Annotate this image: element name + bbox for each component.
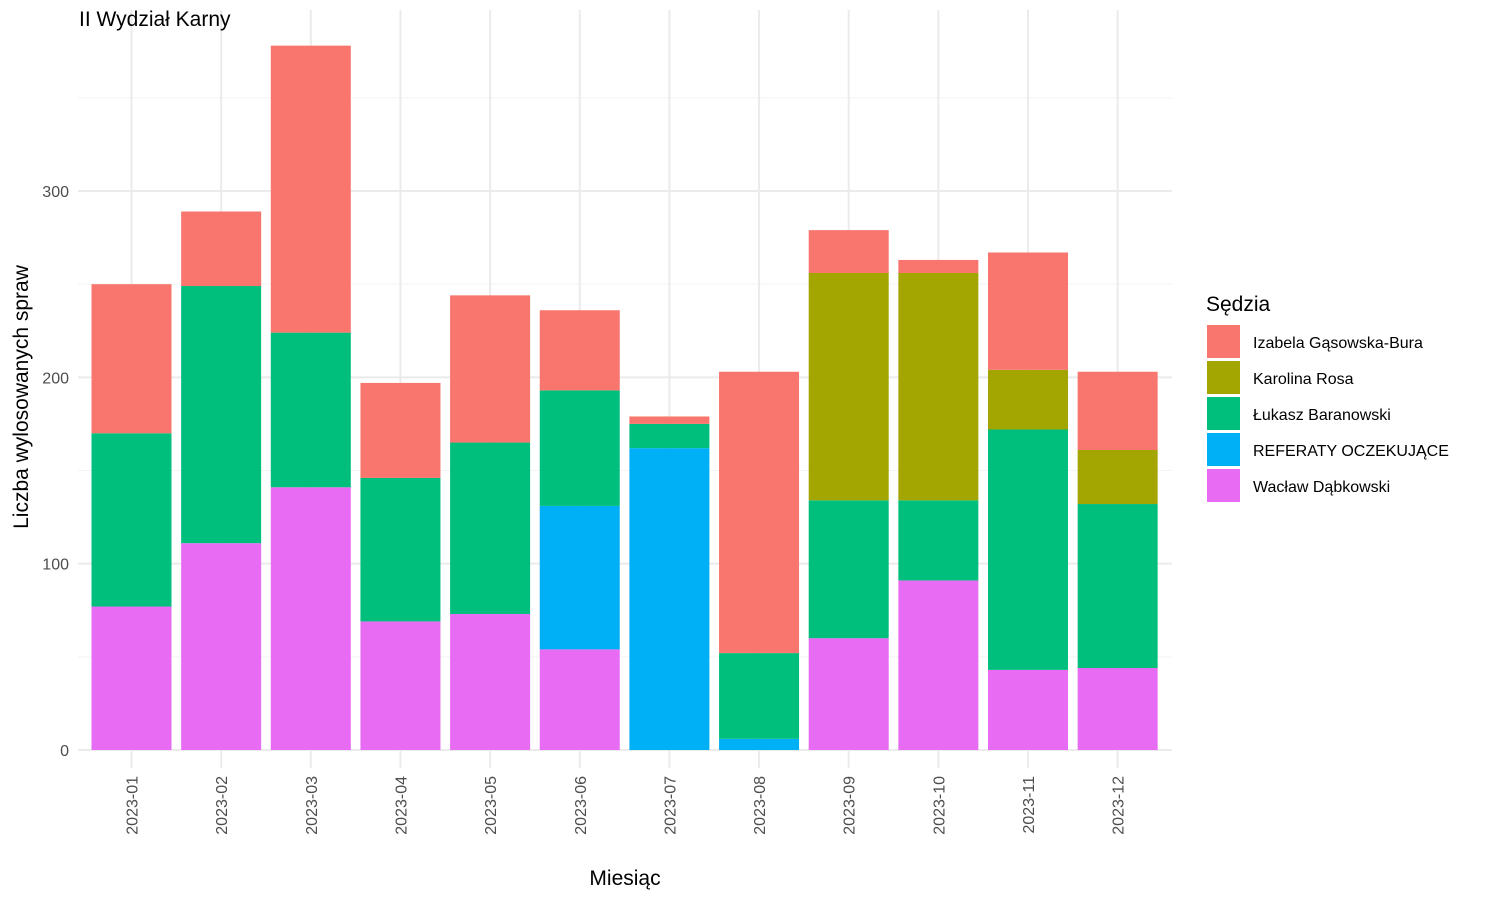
legend-label: Wacław Dąbkowski xyxy=(1253,479,1390,496)
y-tick-label: 100 xyxy=(42,557,69,574)
bar-segment xyxy=(988,669,1068,750)
y-tick-label: 200 xyxy=(42,370,69,387)
bar-segment xyxy=(270,45,351,333)
bar-segment xyxy=(898,272,979,501)
bar-segment xyxy=(270,487,351,750)
bar-segment xyxy=(539,390,620,506)
legend-swatch xyxy=(1207,469,1240,502)
x-tick-label: 2023-07 xyxy=(662,776,679,835)
bar-segment xyxy=(450,613,531,750)
x-tick-label: 2023-09 xyxy=(842,776,859,835)
bar-segment xyxy=(1077,371,1158,451)
bar-segment xyxy=(181,211,262,287)
bar-segment xyxy=(360,477,441,622)
y-tick-label: 0 xyxy=(60,743,69,760)
bar-segment xyxy=(539,310,620,391)
bar-segment xyxy=(629,423,710,449)
legend-swatch xyxy=(1207,325,1240,358)
bars xyxy=(91,45,1158,750)
bar-segment xyxy=(91,284,172,434)
bar-segment xyxy=(808,500,889,639)
legend-label: Izabela Gąsowska-Bura xyxy=(1253,335,1423,352)
bar-segment xyxy=(539,649,620,750)
x-tick-label: 2023-03 xyxy=(304,776,321,835)
x-tick-label: 2023-05 xyxy=(483,776,500,835)
bar-segment xyxy=(1077,450,1158,505)
y-axis-title: Liczba wylosowanych spraw xyxy=(10,264,33,529)
chart-title: II Wydział Karny xyxy=(79,8,231,31)
bar-segment xyxy=(988,429,1068,670)
legend-label: Łukasz Baranowski xyxy=(1253,407,1391,424)
bar-segment xyxy=(91,433,172,607)
bar-segment xyxy=(719,371,800,654)
bar-segment xyxy=(450,442,531,614)
bar-segment xyxy=(181,286,262,544)
bar-segment xyxy=(808,230,889,273)
y-tick-label: 300 xyxy=(42,184,69,201)
bar-segment xyxy=(1077,668,1158,750)
bar-segment xyxy=(808,638,889,750)
legend: Sędzia Izabela Gąsowska-Bura Karolina Ros… xyxy=(1206,293,1449,502)
bar-segment xyxy=(898,500,979,581)
bar-segment xyxy=(181,543,262,750)
bar-segment xyxy=(1077,504,1158,669)
bar-segment xyxy=(719,738,800,750)
bar-segment xyxy=(91,606,172,750)
legend-label: Karolina Rosa xyxy=(1253,371,1354,388)
bar-segment xyxy=(270,332,351,488)
bar-segment xyxy=(629,448,710,750)
bar-segment xyxy=(988,252,1068,370)
x-tick-label: 2023-04 xyxy=(393,776,410,835)
bar-segment xyxy=(629,416,710,424)
x-tick-label: 2023-10 xyxy=(931,776,948,835)
bar-segment xyxy=(360,382,441,478)
bar-segment xyxy=(450,295,531,443)
bar-segment xyxy=(898,259,979,273)
bar-segment xyxy=(808,272,889,501)
x-axis-ticks: 2023-01 2023-02 2023-03 2023-04 2023-05 2023-… xyxy=(125,776,1128,835)
legend-label: REFERATY OCZEKUJĄCE xyxy=(1253,443,1449,460)
x-tick-label: 2023-02 xyxy=(214,776,231,835)
x-tick-label: 2023-01 xyxy=(125,776,142,835)
bar-segment xyxy=(539,505,620,650)
x-axis-title: Miesiąc xyxy=(589,867,660,890)
x-tick-label: 2023-06 xyxy=(573,776,590,835)
legend-swatch xyxy=(1207,361,1240,394)
bar-segment xyxy=(360,621,441,750)
x-tick-label: 2023-12 xyxy=(1111,776,1128,835)
legend-swatch xyxy=(1207,433,1240,466)
y-axis-ticks: 0 100 200 300 xyxy=(42,184,69,760)
legend-title: Sędzia xyxy=(1206,293,1271,316)
bar-segment xyxy=(898,580,979,750)
bar-segment xyxy=(719,653,800,739)
x-tick-label: 2023-11 xyxy=(1021,776,1038,834)
x-tick-label: 2023-08 xyxy=(752,776,769,835)
bar-segment xyxy=(988,369,1068,430)
legend-swatch xyxy=(1207,397,1240,430)
